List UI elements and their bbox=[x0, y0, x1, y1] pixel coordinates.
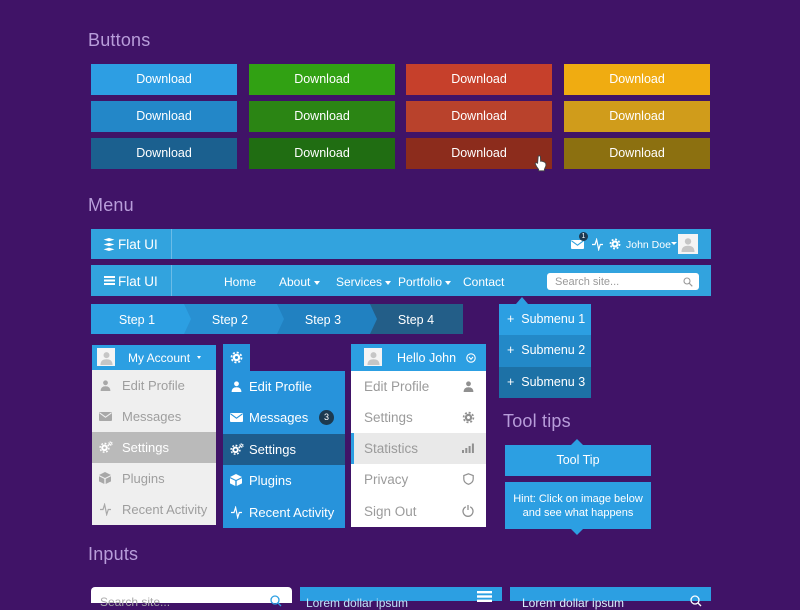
svg-text:Step 1: Step 1 bbox=[119, 313, 155, 327]
svg-text:Step 3: Step 3 bbox=[305, 313, 341, 327]
svg-text:Step 4: Step 4 bbox=[398, 313, 434, 327]
svg-text:Step 2: Step 2 bbox=[212, 313, 248, 327]
